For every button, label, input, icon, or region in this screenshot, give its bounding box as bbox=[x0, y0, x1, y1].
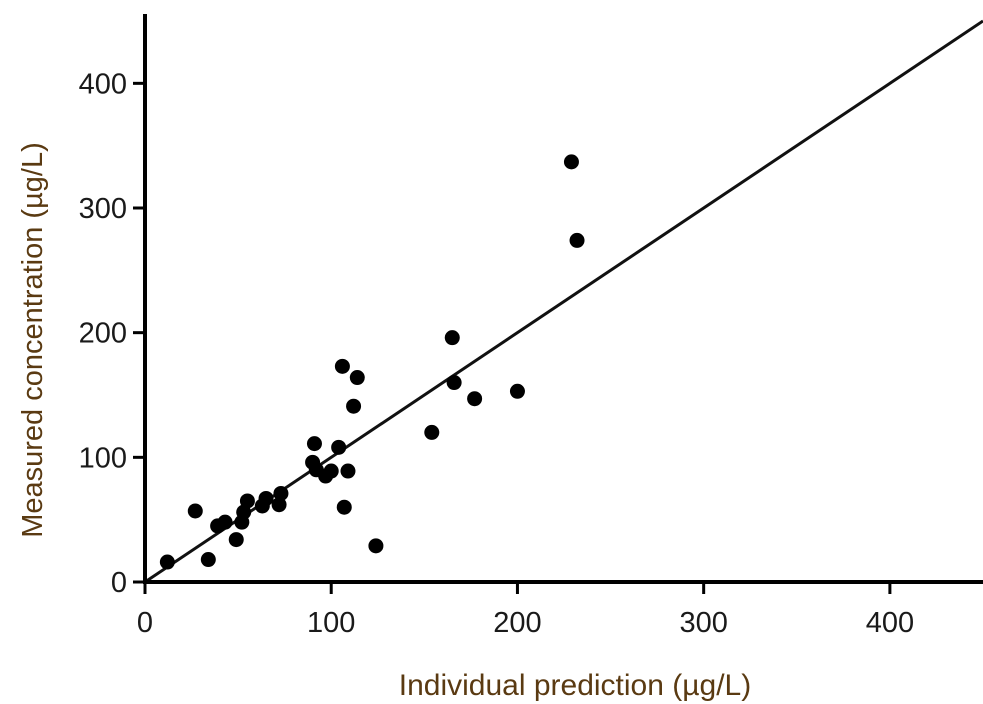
data-point bbox=[273, 485, 289, 501]
axes-layer bbox=[143, 14, 983, 584]
data-point bbox=[336, 499, 352, 515]
data-point bbox=[467, 391, 483, 407]
data-point bbox=[306, 436, 322, 452]
data-point bbox=[340, 463, 356, 479]
x-tick-label: 400 bbox=[866, 607, 914, 639]
data-point bbox=[446, 375, 462, 391]
x-tick-label: 100 bbox=[307, 607, 355, 639]
x-tick-label: 200 bbox=[493, 607, 541, 639]
x-axis-label: Individual prediction (µg/L) bbox=[399, 669, 751, 702]
data-point bbox=[239, 493, 255, 509]
y-tick-label: 100 bbox=[79, 442, 127, 474]
y-tick-label: 0 bbox=[111, 567, 127, 599]
data-point bbox=[563, 154, 579, 170]
data-point bbox=[368, 538, 384, 554]
x-tick-label: 0 bbox=[137, 607, 153, 639]
data-points-layer bbox=[159, 154, 585, 570]
data-point bbox=[569, 232, 585, 248]
x-tick-label: 300 bbox=[679, 607, 727, 639]
data-point bbox=[258, 490, 274, 506]
y-tick-label: 400 bbox=[79, 68, 127, 100]
data-point bbox=[228, 532, 244, 548]
data-point bbox=[271, 497, 287, 513]
data-point bbox=[187, 503, 203, 519]
y-tick-label: 300 bbox=[79, 193, 127, 225]
data-point bbox=[509, 383, 525, 399]
data-point bbox=[346, 398, 362, 414]
ticks-layer: 0 100 200 300 400 0 100 200 300 400 bbox=[79, 68, 914, 639]
data-point bbox=[334, 358, 350, 374]
data-point bbox=[444, 330, 460, 346]
data-point bbox=[331, 439, 347, 455]
data-point bbox=[349, 370, 365, 386]
y-tick-label: 200 bbox=[79, 318, 127, 350]
data-point bbox=[200, 552, 216, 568]
y-axis-label: Measured concentration (µg/L) bbox=[17, 142, 49, 538]
data-point bbox=[159, 554, 175, 570]
data-point bbox=[323, 463, 339, 479]
data-point bbox=[217, 514, 233, 530]
data-point bbox=[424, 424, 440, 440]
